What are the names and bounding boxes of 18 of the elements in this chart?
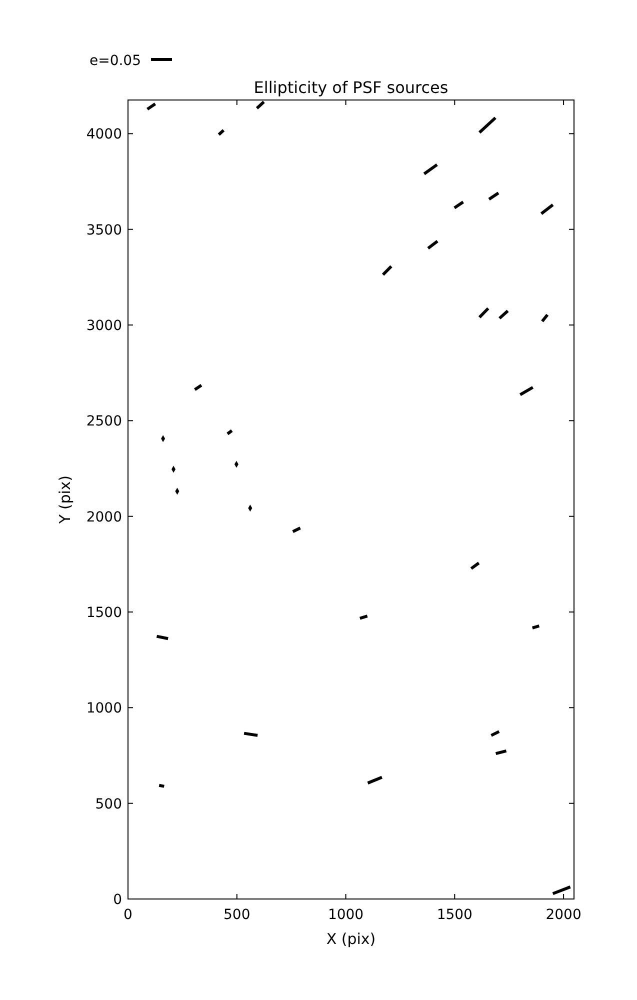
x-tick-label: 1500 [436,907,472,923]
y-tick-label: 2500 [86,414,122,430]
x-axis-title: X (pix) [326,930,376,948]
x-tick-label: 500 [224,907,250,923]
y-tick-label: 4000 [86,126,122,143]
y-tick-label: 500 [95,796,122,812]
x-tick-label: 2000 [546,907,582,923]
y-tick-label: 2000 [86,509,122,526]
x-tick-label: 0 [124,907,132,923]
y-tick-label: 3500 [86,222,122,238]
y-tick-label: 3000 [86,318,122,334]
y-axis-title: Y (pix) [56,475,74,525]
y-tick-label: 1500 [86,605,122,622]
y-tick-label: 1000 [86,700,122,717]
x-tick-label: 1000 [328,907,364,923]
chart-title: Ellipticity of PSF sources [254,78,448,97]
text: e=0.05 [89,53,141,69]
y-tick-label: 0 [113,892,122,908]
